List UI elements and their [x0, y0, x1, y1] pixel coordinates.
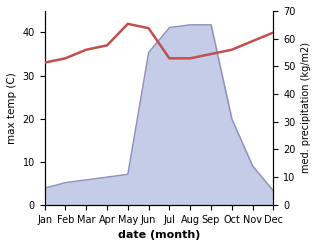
Y-axis label: med. precipitation (kg/m2): med. precipitation (kg/m2): [301, 42, 311, 173]
X-axis label: date (month): date (month): [118, 230, 200, 240]
Y-axis label: max temp (C): max temp (C): [7, 72, 17, 144]
